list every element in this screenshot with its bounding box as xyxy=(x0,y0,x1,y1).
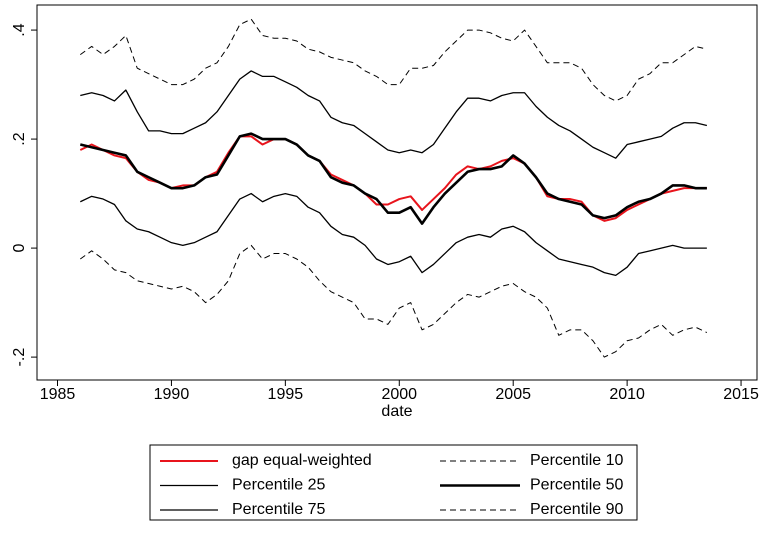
legend-label: gap equal-weighted xyxy=(232,452,372,469)
series-line xyxy=(79,132,707,225)
x-axis-label: date xyxy=(381,403,412,420)
x-tick-label: 2015 xyxy=(723,386,759,403)
y-tick-label: .2 xyxy=(11,132,28,145)
x-tick-label: 2010 xyxy=(609,386,645,403)
legend-label: Percentile 25 xyxy=(232,477,325,494)
y-tick-label: .4 xyxy=(11,23,28,36)
x-tick-label: 1995 xyxy=(268,386,304,403)
x-tick-label: 1985 xyxy=(40,386,76,403)
series-line xyxy=(79,135,707,222)
legend-label: Percentile 50 xyxy=(530,477,623,494)
series-line xyxy=(79,18,707,102)
series-line xyxy=(80,70,708,159)
series-line xyxy=(80,192,707,276)
plot-frame xyxy=(36,4,758,381)
y-tick-label: 0 xyxy=(11,244,28,253)
series-line xyxy=(79,244,708,358)
y-tick-label: -.2 xyxy=(11,348,28,367)
x-tick-label: 2005 xyxy=(495,386,531,403)
legend-label: Percentile 75 xyxy=(232,501,325,518)
x-tick-label: 2000 xyxy=(381,386,417,403)
legend-label: Percentile 90 xyxy=(530,501,623,518)
legend-box xyxy=(149,444,638,521)
x-tick-label: 1990 xyxy=(154,386,190,403)
legend-label: Percentile 10 xyxy=(530,452,623,469)
